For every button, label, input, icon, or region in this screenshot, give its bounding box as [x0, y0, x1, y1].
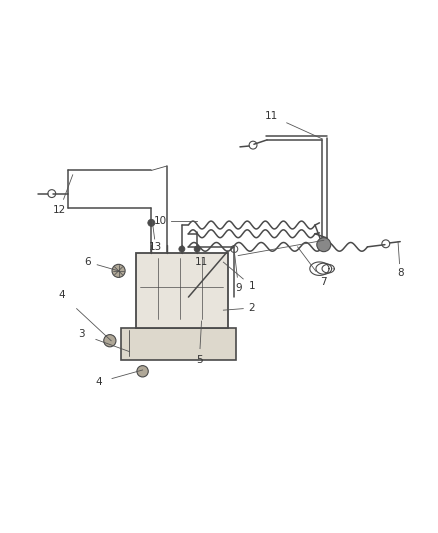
Circle shape: [317, 238, 331, 252]
Circle shape: [194, 246, 200, 252]
Text: 9: 9: [235, 284, 242, 293]
Circle shape: [148, 220, 155, 227]
Text: 11: 11: [265, 111, 278, 121]
Text: 5: 5: [196, 356, 203, 365]
Text: 10: 10: [153, 216, 166, 225]
Text: 11: 11: [195, 257, 208, 267]
Text: 3: 3: [78, 329, 85, 339]
Text: 2: 2: [248, 303, 255, 313]
Text: 6: 6: [85, 257, 92, 267]
Circle shape: [137, 366, 148, 377]
Text: 1: 1: [248, 281, 255, 291]
Text: 12: 12: [53, 205, 66, 215]
Circle shape: [179, 246, 185, 252]
Bar: [121, 328, 237, 360]
Text: 13: 13: [149, 242, 162, 252]
Text: 7: 7: [321, 277, 327, 287]
Circle shape: [112, 264, 125, 277]
Text: 4: 4: [59, 290, 65, 300]
Text: 4: 4: [95, 377, 102, 387]
Bar: [136, 253, 228, 328]
Circle shape: [104, 335, 116, 347]
Text: 8: 8: [397, 268, 403, 278]
